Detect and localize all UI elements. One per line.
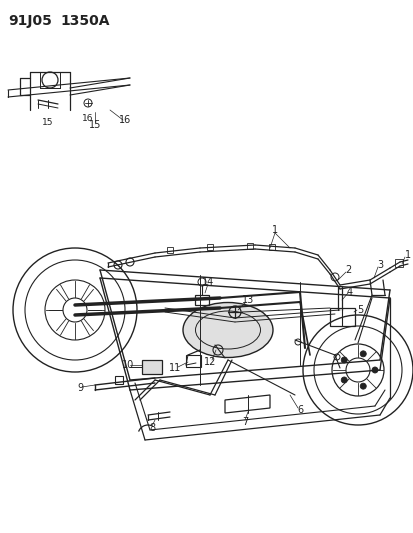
Bar: [166, 247, 173, 253]
Text: 7: 7: [241, 417, 247, 427]
Bar: [329, 308, 354, 326]
Text: 1: 1: [404, 250, 410, 260]
Circle shape: [340, 377, 347, 383]
Text: 2: 2: [344, 265, 350, 275]
Text: 1: 1: [271, 225, 278, 235]
Circle shape: [371, 367, 377, 373]
Text: 10: 10: [121, 360, 134, 370]
Text: 16: 16: [82, 114, 93, 123]
Circle shape: [359, 351, 366, 357]
Text: 12: 12: [203, 357, 216, 367]
Text: 5: 5: [356, 305, 362, 315]
Text: 3: 3: [376, 260, 382, 270]
Bar: [185, 355, 201, 367]
Bar: [195, 295, 209, 305]
Text: 6: 6: [296, 405, 302, 415]
Bar: [142, 360, 161, 374]
Text: 91J05: 91J05: [8, 14, 52, 28]
Text: 15: 15: [42, 117, 54, 126]
Circle shape: [340, 357, 347, 363]
Bar: [268, 244, 274, 250]
Bar: [394, 259, 402, 267]
Text: 16: 16: [119, 115, 131, 125]
Text: 13: 13: [241, 295, 254, 305]
Text: 4: 4: [346, 287, 352, 297]
Text: 9: 9: [77, 383, 83, 393]
Text: 8: 8: [149, 423, 155, 433]
Bar: [206, 244, 212, 250]
Bar: [115, 376, 123, 384]
Bar: [247, 243, 252, 249]
Ellipse shape: [183, 303, 272, 358]
Text: 14: 14: [202, 277, 214, 287]
Text: 11: 11: [169, 363, 181, 373]
Text: 15: 15: [89, 120, 101, 130]
Circle shape: [359, 383, 366, 389]
Text: 1350A: 1350A: [60, 14, 109, 28]
